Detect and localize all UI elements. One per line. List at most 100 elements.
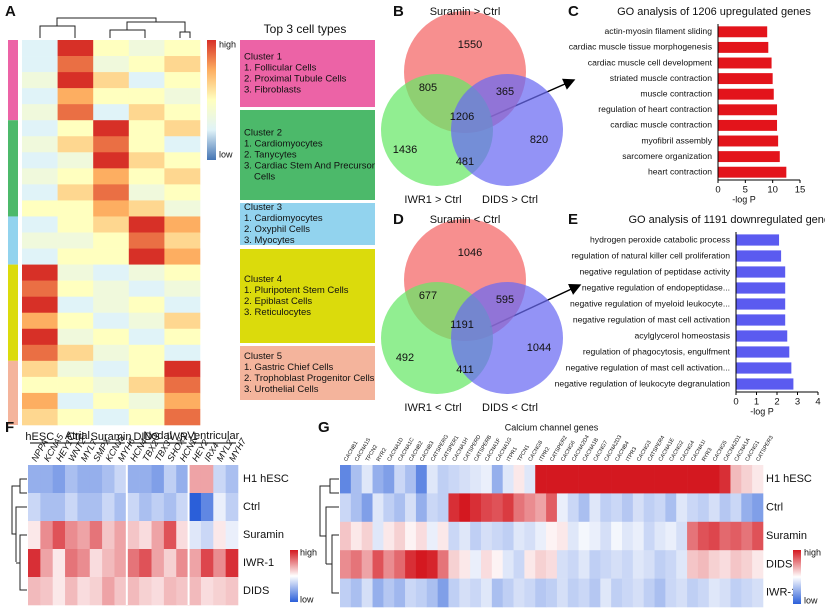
heatmap-cell xyxy=(52,493,66,522)
heatmap-cell xyxy=(164,312,201,330)
bar xyxy=(718,57,772,69)
heatmap-cell xyxy=(578,493,590,523)
row-label: IWR-1 xyxy=(243,557,274,569)
heatmap-cell xyxy=(340,521,352,551)
heatmap-cell xyxy=(470,550,482,579)
colorbar xyxy=(793,550,801,604)
heatmap-cell xyxy=(741,578,753,608)
heatmap-cell xyxy=(57,376,94,394)
x-tick-label: 5 xyxy=(743,185,748,196)
heatmap-cell xyxy=(225,549,239,578)
region-count: 1046 xyxy=(458,247,482,259)
heatmap-cell xyxy=(128,296,165,314)
x-axis-label: -log P xyxy=(732,194,756,204)
heatmap-cell xyxy=(225,521,239,550)
heatmap-cell xyxy=(128,232,165,249)
dendrogram xyxy=(319,478,339,594)
bar xyxy=(718,73,773,85)
heatmap-cell xyxy=(89,549,103,578)
heatmap-cell xyxy=(128,72,165,89)
heatmap-cell xyxy=(665,521,677,551)
heatmap-cell xyxy=(102,521,115,550)
heatmap-cell xyxy=(546,493,558,523)
cluster-item: 3. Cardiac Stem And Precursor xyxy=(244,161,375,172)
heatmap-cell xyxy=(128,264,165,281)
heatmap-cell xyxy=(200,549,214,578)
heatmap-cell xyxy=(502,493,514,523)
heatmap-cell xyxy=(491,521,503,551)
heatmap-cell xyxy=(632,550,644,579)
category-label: negative regulation of leukocyte degranu… xyxy=(555,378,731,388)
heatmap-cell xyxy=(22,360,58,378)
cluster-bar xyxy=(8,360,18,425)
colorbar-label: low xyxy=(300,594,314,604)
heatmap-cell xyxy=(188,521,202,550)
heatmap-cell xyxy=(164,56,201,73)
heatmap-cell xyxy=(426,578,438,608)
heatmap-cell xyxy=(57,408,94,426)
heatmap-cell xyxy=(176,521,189,550)
column-label: DIDS xyxy=(133,431,159,443)
heatmap-cell xyxy=(567,550,579,579)
heatmap-cell xyxy=(176,549,189,578)
heatmap-cell xyxy=(654,578,666,608)
colorbar-label: high xyxy=(804,547,821,557)
heatmap-cell xyxy=(93,152,130,169)
heatmap-cell xyxy=(535,465,547,494)
heatmap-cell xyxy=(89,577,103,606)
heatmap-cell xyxy=(213,465,226,494)
heatmap-cell xyxy=(426,521,438,551)
colorbar xyxy=(290,550,298,602)
heatmap-cell xyxy=(589,521,601,551)
heatmap-cell xyxy=(448,550,460,579)
heatmap-cell xyxy=(22,216,58,233)
heatmap-cell xyxy=(200,465,214,494)
heatmap-cell xyxy=(719,465,731,494)
heatmap-cell xyxy=(535,550,547,579)
heatmap-cell xyxy=(752,465,764,494)
heatmap-cell xyxy=(372,465,384,494)
heatmap-cell xyxy=(164,136,201,153)
heatmap-cell xyxy=(405,493,417,523)
heatmap-cell xyxy=(491,465,503,494)
heatmap-cell xyxy=(350,521,362,551)
heatmap-cell xyxy=(188,549,202,578)
heatmap-cell xyxy=(676,493,688,523)
set-label: IWR1 < Ctrl xyxy=(404,402,461,414)
colorbar-label: low xyxy=(219,149,233,159)
row-label: H1 hESC xyxy=(243,473,289,485)
heatmap-cell xyxy=(361,521,373,551)
cluster-box xyxy=(240,110,375,200)
heatmap-cell xyxy=(556,550,569,579)
heatmap-cell xyxy=(164,376,201,394)
heatmap-cell xyxy=(128,120,165,137)
heatmap-cell xyxy=(126,577,140,606)
category-label: negative regulation of mast cell activat… xyxy=(566,362,730,372)
heatmap-cell xyxy=(600,521,612,551)
heatmap-cell xyxy=(632,578,644,608)
heatmap-cell xyxy=(546,578,558,608)
heatmap-cell xyxy=(128,344,165,362)
x-axis-label: -log P xyxy=(750,406,774,416)
heatmap-cell xyxy=(22,280,58,297)
category-label: negative regulation of endopeptidase... xyxy=(582,282,730,292)
heatmap-cell xyxy=(89,521,103,550)
heatmap-cell xyxy=(730,550,742,579)
heatmap-cell xyxy=(481,550,493,579)
row-label: IWR-1 xyxy=(766,587,797,599)
panel-label: D xyxy=(393,211,404,228)
x-tick-label: 3 xyxy=(795,397,800,408)
heatmap-cell xyxy=(22,376,58,394)
heatmap-cell xyxy=(128,104,165,121)
panel-label: B xyxy=(393,3,404,20)
heatmap-cell xyxy=(57,296,94,314)
bar xyxy=(736,282,786,294)
bar xyxy=(736,346,790,358)
heatmap-cell xyxy=(93,392,130,410)
cluster-item: 3. Myocytes xyxy=(244,235,295,246)
heatmap-cell xyxy=(164,296,201,314)
cluster-item: 2. Oxyphil Cells xyxy=(244,224,310,235)
heatmap-cell xyxy=(128,88,165,105)
region-count: 595 xyxy=(496,294,514,306)
heatmap-cell xyxy=(578,465,590,494)
